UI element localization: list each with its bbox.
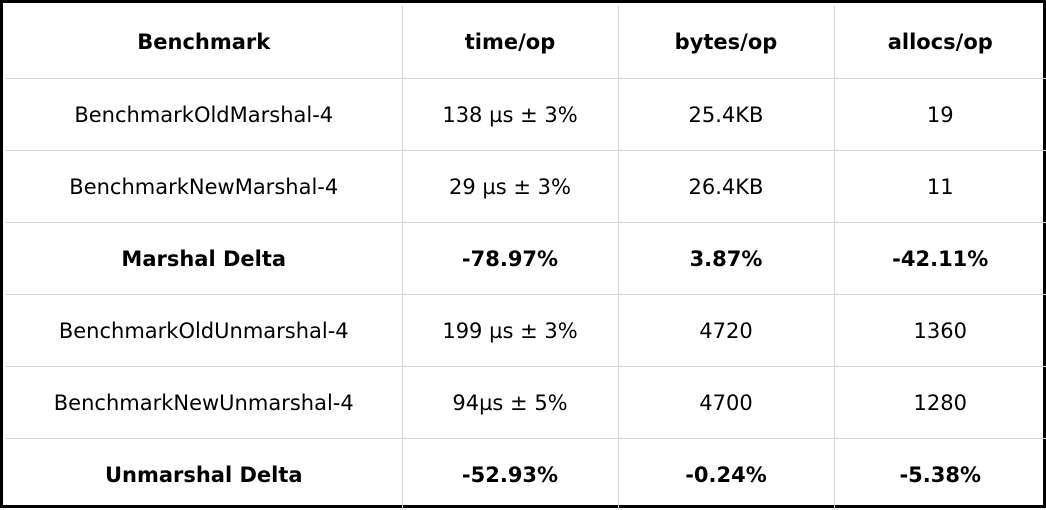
benchmark-cell: Unmarshal Delta	[6, 439, 402, 510]
table-row: BenchmarkNewUnmarshal-4 94µs ± 5% 4700 1…	[6, 367, 1046, 439]
delta-row: Marshal Delta -78.97% 3.87% -42.11%	[6, 223, 1046, 295]
time-per-op-cell: 199 µs ± 3%	[402, 295, 618, 367]
allocs-per-op-cell: 11	[834, 151, 1046, 223]
bytes-per-op-cell: 4700	[618, 367, 834, 439]
bytes-per-op-cell: -0.24%	[618, 439, 834, 510]
table-row: BenchmarkNewMarshal-4 29 µs ± 3% 26.4KB …	[6, 151, 1046, 223]
delta-row: Unmarshal Delta -52.93% -0.24% -5.38%	[6, 439, 1046, 510]
header-allocs-per-op: allocs/op	[834, 6, 1046, 79]
allocs-per-op-cell: -42.11%	[834, 223, 1046, 295]
bytes-per-op-cell: 25.4KB	[618, 79, 834, 151]
time-per-op-cell: -52.93%	[402, 439, 618, 510]
benchmark-table: Benchmark time/op bytes/op allocs/op Ben…	[6, 6, 1046, 510]
table-row: BenchmarkOldMarshal-4 138 µs ± 3% 25.4KB…	[6, 79, 1046, 151]
header-time-per-op: time/op	[402, 6, 618, 79]
allocs-per-op-cell: 1280	[834, 367, 1046, 439]
allocs-per-op-cell: -5.38%	[834, 439, 1046, 510]
header-row: Benchmark time/op bytes/op allocs/op	[6, 6, 1046, 79]
allocs-per-op-cell: 19	[834, 79, 1046, 151]
allocs-per-op-cell: 1360	[834, 295, 1046, 367]
benchmark-cell: BenchmarkNewUnmarshal-4	[6, 367, 402, 439]
time-per-op-cell: 94µs ± 5%	[402, 367, 618, 439]
bytes-per-op-cell: 3.87%	[618, 223, 834, 295]
benchmark-cell: BenchmarkOldUnmarshal-4	[6, 295, 402, 367]
time-per-op-cell: 138 µs ± 3%	[402, 79, 618, 151]
benchmark-cell: BenchmarkOldMarshal-4	[6, 79, 402, 151]
benchmark-cell: BenchmarkNewMarshal-4	[6, 151, 402, 223]
time-per-op-cell: -78.97%	[402, 223, 618, 295]
table-row: BenchmarkOldUnmarshal-4 199 µs ± 3% 4720…	[6, 295, 1046, 367]
benchmark-cell: Marshal Delta	[6, 223, 402, 295]
bytes-per-op-cell: 4720	[618, 295, 834, 367]
time-per-op-cell: 29 µs ± 3%	[402, 151, 618, 223]
header-bytes-per-op: bytes/op	[618, 6, 834, 79]
header-benchmark: Benchmark	[6, 6, 402, 79]
bytes-per-op-cell: 26.4KB	[618, 151, 834, 223]
